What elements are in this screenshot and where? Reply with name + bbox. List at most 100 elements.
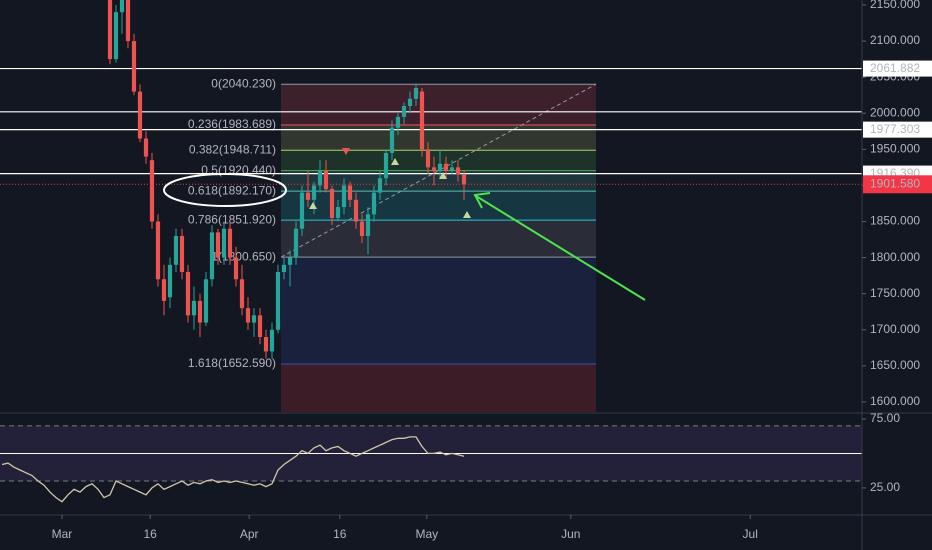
- rsi-tick-label: 75.00: [870, 411, 900, 425]
- arrow-shaft: [475, 195, 646, 301]
- candle-body: [377, 178, 383, 193]
- x-tick-label: 16: [333, 527, 347, 541]
- x-tick-label: Jun: [561, 527, 580, 541]
- drawings: [163, 148, 646, 301]
- candle-body: [269, 329, 275, 352]
- candle-body: [305, 192, 311, 200]
- fib-label: 1(1800.650): [211, 249, 276, 263]
- candle-body: [365, 214, 371, 236]
- fib-band: [281, 125, 596, 151]
- y-tick-label: 1800.000: [870, 250, 920, 264]
- candle-body: [215, 232, 221, 258]
- rsi-line: [1, 436, 465, 503]
- last-price-box: [863, 175, 932, 194]
- candle-body: [455, 167, 461, 175]
- candle-body: [341, 185, 347, 208]
- x-tick-label: 16: [144, 527, 158, 541]
- fib-band: [281, 220, 596, 258]
- arrow-head: [473, 192, 491, 209]
- candle-body: [155, 221, 161, 280]
- candle-body: [119, 0, 125, 13]
- candle-body: [419, 91, 425, 150]
- candle-body: [227, 228, 233, 258]
- fib-label: 0.382(1948.711): [189, 142, 276, 156]
- candle-body: [401, 106, 407, 117]
- candle-body: [353, 199, 359, 222]
- candle-body: [275, 272, 281, 330]
- price-pane: 0(2040.230) 0.236(1983.689) 0.382(1948.711…: [0, 0, 862, 412]
- candle-body: [431, 167, 437, 171]
- x-tick-label: Mar: [52, 527, 73, 541]
- y-tick-label: 1950.000: [870, 142, 920, 156]
- candle-body: [437, 163, 443, 171]
- fib-band: [281, 84, 596, 126]
- y-tick-label: 1600.000: [870, 394, 920, 408]
- rsi-pane: [0, 425, 862, 503]
- candle-body: [167, 264, 173, 298]
- candle-body: [203, 279, 209, 323]
- candle-body: [407, 98, 413, 107]
- candle-body: [287, 257, 293, 265]
- signal-up: [463, 211, 471, 218]
- y-tick-label: 2150.000: [870, 0, 920, 11]
- x-tick-label: Jul: [743, 527, 758, 541]
- candle-body: [257, 315, 263, 338]
- candle-body: [137, 91, 143, 139]
- fib-label: 0.618(1892.170): [188, 183, 276, 197]
- y-tick-label: 1750.000: [870, 286, 920, 300]
- signal-up: [391, 158, 399, 165]
- candle-body: [335, 207, 341, 218]
- y-tick-label: 2000.000: [870, 105, 920, 119]
- candle-body: [389, 127, 395, 153]
- highlight-ellipse: [163, 173, 287, 207]
- fib-band: [281, 364, 596, 412]
- candle-body: [281, 264, 287, 273]
- rsi-tick-label: 25.00: [870, 480, 900, 494]
- price-label-box: [863, 60, 932, 77]
- candle-body: [197, 300, 203, 323]
- candle-body: [131, 41, 137, 92]
- price-label: 1977.303: [870, 122, 920, 136]
- y-tick-label: 1850.000: [870, 214, 920, 228]
- candle-body: [209, 232, 215, 280]
- candle-body: [161, 279, 167, 301]
- candle-body: [461, 174, 467, 185]
- last-price-label: 1901.580: [870, 176, 920, 190]
- candle-body: [359, 221, 365, 236]
- candle-body: [425, 149, 431, 168]
- x-tick-label: May: [415, 527, 438, 541]
- fib-label: 0.236(1983.689): [188, 117, 276, 131]
- fib-band: [281, 257, 596, 365]
- candle-body: [413, 87, 419, 99]
- candle-body: [107, 0, 113, 60]
- y-tick-label: 2100.000: [870, 33, 920, 47]
- fib-label: 0.786(1851.920): [188, 212, 276, 226]
- signal-up: [309, 202, 317, 209]
- candle-body: [323, 170, 329, 190]
- candle-body: [125, 0, 131, 42]
- fib-label: 1.618(1652.590): [188, 356, 276, 370]
- candle-body: [251, 315, 257, 323]
- price-label: 2061.882: [870, 61, 920, 75]
- fib-band: [281, 150, 596, 171]
- candle-body: [233, 257, 239, 280]
- y-tick-label: 1700.000: [870, 322, 920, 336]
- candle-body: [191, 300, 197, 316]
- fib-band: [281, 191, 596, 221]
- candle-body: [317, 170, 323, 186]
- fib-label: 0(2040.230): [211, 76, 276, 90]
- candle-body: [347, 185, 353, 200]
- candle-body: [299, 192, 305, 229]
- candle-body: [329, 189, 335, 218]
- y-tick-label: 1650.000: [870, 358, 920, 372]
- candle-body: [149, 160, 155, 222]
- candle-body: [179, 235, 185, 273]
- candle-body: [443, 163, 449, 171]
- candle-body: [263, 337, 269, 352]
- candle-body: [395, 116, 401, 128]
- price-label-box: [863, 121, 932, 138]
- candle-body: [143, 138, 149, 157]
- fib-band: [281, 170, 596, 192]
